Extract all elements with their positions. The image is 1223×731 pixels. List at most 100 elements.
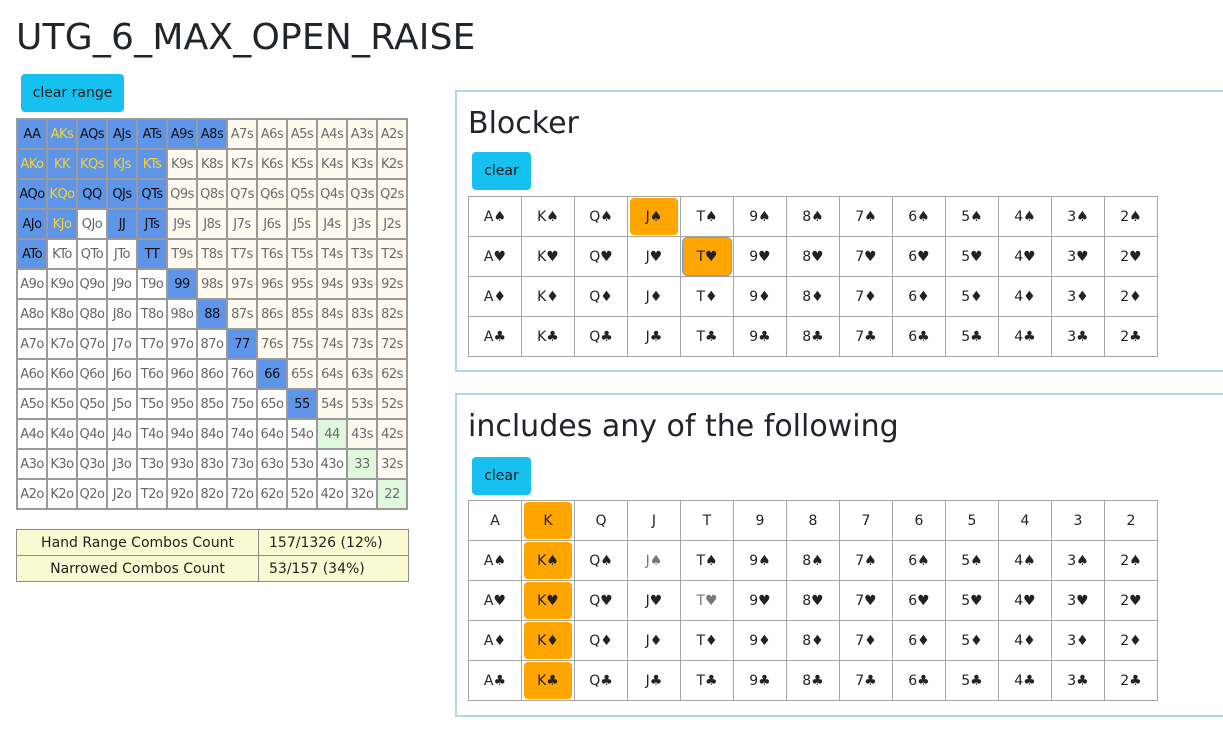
hand-cell[interactable]: AJo xyxy=(16,208,48,240)
includes-card-cell[interactable]: A♥ xyxy=(468,580,522,621)
hand-cell[interactable]: T7o xyxy=(136,328,168,360)
hand-cell[interactable]: 98s xyxy=(196,268,228,300)
hand-cell[interactable]: T8s xyxy=(196,238,228,270)
hand-cell[interactable]: KTs xyxy=(136,148,168,180)
includes-card-cell[interactable]: 8♦ xyxy=(786,620,840,661)
blocker-clear-button[interactable]: clear xyxy=(472,152,531,190)
hand-cell[interactable]: 82s xyxy=(376,298,408,330)
hand-cell[interactable]: A4o xyxy=(16,418,48,450)
hand-cell[interactable]: 93s xyxy=(346,268,378,300)
hand-cell[interactable]: A6o xyxy=(16,358,48,390)
includes-card-cell[interactable]: 2 xyxy=(1104,500,1158,541)
blocker-card-cell[interactable]: 9♣ xyxy=(733,316,787,357)
hand-cell[interactable]: 32o xyxy=(346,478,378,510)
hand-cell[interactable]: KJo xyxy=(46,208,78,240)
blocker-card-cell[interactable]: 2♣ xyxy=(1104,316,1158,357)
includes-card-cell[interactable]: J♥ xyxy=(627,580,681,621)
hand-cell[interactable]: J6o xyxy=(106,358,138,390)
includes-card-cell[interactable]: A♠ xyxy=(468,540,522,581)
hand-cell[interactable]: A8o xyxy=(16,298,48,330)
blocker-card-cell[interactable]: 4♠ xyxy=(998,196,1052,237)
hand-cell[interactable]: 54o xyxy=(286,418,318,450)
hand-cell[interactable]: Q9s xyxy=(166,178,198,210)
includes-card-cell[interactable]: 6♠ xyxy=(892,540,946,581)
includes-card-cell[interactable]: A♦ xyxy=(468,620,522,661)
hand-cell[interactable]: 95s xyxy=(286,268,318,300)
includes-card-cell[interactable]: 4♥ xyxy=(998,580,1052,621)
hand-cell[interactable]: K2o xyxy=(46,478,78,510)
hand-cell[interactable]: K8o xyxy=(46,298,78,330)
includes-card-cell[interactable]: 4 xyxy=(998,500,1052,541)
includes-card-cell[interactable]: 6♥ xyxy=(892,580,946,621)
hand-cell[interactable]: ATo xyxy=(16,238,48,270)
hand-cell[interactable]: 97o xyxy=(166,328,198,360)
blocker-card-cell[interactable]: T♣ xyxy=(680,316,734,357)
hand-cell[interactable]: Q5s xyxy=(286,178,318,210)
includes-card-cell[interactable]: K♦ xyxy=(521,620,575,661)
hand-cell[interactable]: 33 xyxy=(346,448,378,480)
includes-card-cell[interactable]: T♠ xyxy=(680,540,734,581)
blocker-card-cell[interactable]: K♦ xyxy=(521,276,575,317)
blocker-card-cell[interactable]: 6♥ xyxy=(892,236,946,277)
hand-cell[interactable]: T3s xyxy=(346,238,378,270)
hand-cell[interactable]: T6o xyxy=(136,358,168,390)
hand-cell[interactable]: AJs xyxy=(106,118,138,150)
hand-cell[interactable]: 22 xyxy=(376,478,408,510)
blocker-card-cell[interactable]: 8♦ xyxy=(786,276,840,317)
hand-cell[interactable]: AKo xyxy=(16,148,48,180)
includes-card-cell[interactable]: 7 xyxy=(839,500,893,541)
hand-cell[interactable]: TT xyxy=(136,238,168,270)
hand-cell[interactable]: 94o xyxy=(166,418,198,450)
blocker-card-cell[interactable]: K♣ xyxy=(521,316,575,357)
includes-card-cell[interactable]: T♣ xyxy=(680,660,734,701)
blocker-card-cell[interactable]: 2♦ xyxy=(1104,276,1158,317)
hand-cell[interactable]: T5o xyxy=(136,388,168,420)
hand-cell[interactable]: 83o xyxy=(196,448,228,480)
hand-cell[interactable]: J8o xyxy=(106,298,138,330)
blocker-card-cell[interactable]: Q♣ xyxy=(574,316,628,357)
blocker-card-cell[interactable]: 4♥ xyxy=(998,236,1052,277)
blocker-card-cell[interactable]: J♦ xyxy=(627,276,681,317)
blocker-card-cell[interactable]: Q♠ xyxy=(574,196,628,237)
blocker-card-cell[interactable]: A♣ xyxy=(468,316,522,357)
blocker-card-cell[interactable]: 5♠ xyxy=(945,196,999,237)
hand-cell[interactable]: K3s xyxy=(346,148,378,180)
blocker-card-cell[interactable]: 9♥ xyxy=(733,236,787,277)
hand-cell[interactable]: J5o xyxy=(106,388,138,420)
includes-card-cell[interactable]: 2♠ xyxy=(1104,540,1158,581)
includes-card-cell[interactable]: 9♦ xyxy=(733,620,787,661)
hand-cell[interactable]: A9o xyxy=(16,268,48,300)
blocker-card-cell[interactable]: 2♥ xyxy=(1104,236,1158,277)
blocker-card-cell[interactable]: A♥ xyxy=(468,236,522,277)
hand-cell[interactable]: 93o xyxy=(166,448,198,480)
hand-cell[interactable]: 64s xyxy=(316,358,348,390)
blocker-card-cell[interactable]: 9♠ xyxy=(733,196,787,237)
includes-card-cell[interactable]: 2♣ xyxy=(1104,660,1158,701)
hand-cell[interactable]: Q9o xyxy=(76,268,108,300)
hand-cell[interactable]: T9o xyxy=(136,268,168,300)
hand-cell[interactable]: 64o xyxy=(256,418,288,450)
blocker-card-cell[interactable]: 7♥ xyxy=(839,236,893,277)
hand-cell[interactable]: 83s xyxy=(346,298,378,330)
includes-card-cell[interactable]: A♣ xyxy=(468,660,522,701)
hand-cell[interactable]: 85o xyxy=(196,388,228,420)
includes-card-cell[interactable]: 8♥ xyxy=(786,580,840,621)
hand-cell[interactable]: KQo xyxy=(46,178,78,210)
hand-cell[interactable]: T4o xyxy=(136,418,168,450)
hand-cell[interactable]: JTs xyxy=(136,208,168,240)
hand-cell[interactable]: A5s xyxy=(286,118,318,150)
includes-card-cell[interactable]: 3♠ xyxy=(1051,540,1105,581)
includes-card-cell[interactable]: K xyxy=(521,500,575,541)
hand-cell[interactable]: QQ xyxy=(76,178,108,210)
includes-card-cell[interactable]: 8 xyxy=(786,500,840,541)
hand-cell[interactable]: 84s xyxy=(316,298,348,330)
hand-cell[interactable]: QTo xyxy=(76,238,108,270)
blocker-card-cell[interactable]: 3♠ xyxy=(1051,196,1105,237)
hand-cell[interactable]: A8s xyxy=(196,118,228,150)
includes-card-cell[interactable]: Q♥ xyxy=(574,580,628,621)
hand-cell[interactable]: K7s xyxy=(226,148,258,180)
blocker-card-cell[interactable]: 6♠ xyxy=(892,196,946,237)
hand-cell[interactable]: K9s xyxy=(166,148,198,180)
hand-cell[interactable]: 73o xyxy=(226,448,258,480)
hand-cell[interactable]: J4o xyxy=(106,418,138,450)
